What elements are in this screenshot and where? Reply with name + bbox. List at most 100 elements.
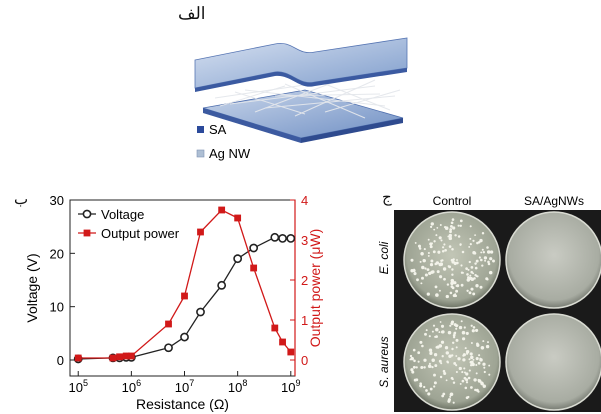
- bacterial-colony: [439, 236, 442, 239]
- bacterial-colony: [420, 282, 422, 284]
- bacterial-colony: [418, 361, 420, 363]
- bacterial-colony: [430, 245, 433, 248]
- bacterial-colony: [472, 363, 475, 366]
- bacterial-colony: [462, 331, 466, 335]
- bacterial-colony: [434, 381, 437, 384]
- bacterial-colony: [434, 364, 437, 367]
- x-tick-label: 105: [68, 378, 87, 395]
- bacterial-colony: [456, 371, 458, 373]
- bacterial-colony: [442, 246, 444, 248]
- bacterial-colony: [455, 285, 457, 287]
- bacterial-colony: [468, 358, 470, 360]
- bacterial-colony: [431, 242, 433, 244]
- bacterial-colony: [445, 226, 449, 230]
- bacterial-colony: [453, 294, 456, 297]
- bacterial-colony: [457, 357, 460, 360]
- bacterial-colony: [430, 260, 433, 263]
- power-point: [128, 353, 135, 360]
- bacterial-colony: [443, 370, 446, 373]
- bacterial-colony: [488, 263, 491, 266]
- bacterial-colony: [431, 359, 434, 362]
- bacterial-colony: [478, 354, 480, 356]
- bacterial-colony: [476, 275, 478, 277]
- bacterial-colony: [449, 396, 451, 398]
- bacterial-colony: [441, 330, 444, 333]
- bacterial-colony: [478, 362, 481, 365]
- bacterial-colony: [428, 255, 430, 257]
- bacterial-colony: [462, 251, 465, 254]
- bacterial-colony: [427, 292, 430, 295]
- bacterial-colony: [488, 365, 490, 367]
- voltage-point: [218, 282, 225, 289]
- bacterial-colony: [470, 356, 473, 359]
- voltage-point: [279, 235, 286, 242]
- bacterial-colony: [423, 259, 426, 262]
- bacterial-colony: [451, 221, 454, 224]
- bacterial-colony: [418, 245, 421, 248]
- bacterial-colony: [416, 278, 419, 281]
- bacterial-colony: [439, 344, 443, 348]
- x-tick-label: 109: [281, 378, 300, 395]
- x-tick-label: 106: [122, 378, 141, 395]
- bacterial-colony: [450, 393, 454, 397]
- bacterial-colony: [461, 320, 463, 322]
- bacterial-colony: [479, 239, 482, 242]
- bacterial-colony: [453, 381, 455, 383]
- bacterial-colony: [480, 259, 483, 262]
- bacterial-colony: [476, 260, 479, 263]
- bacterial-colony: [480, 251, 482, 253]
- bacterial-colony: [473, 359, 475, 361]
- power-point: [287, 349, 294, 356]
- petri-dish-treated: [506, 212, 601, 308]
- bacterial-colony: [440, 239, 442, 241]
- x-tick-label: 108: [228, 378, 247, 395]
- bacterial-colony: [482, 249, 484, 251]
- bacterial-colony: [475, 284, 478, 287]
- power-point: [165, 321, 172, 328]
- bacterial-colony: [411, 369, 413, 371]
- bacterial-colony: [453, 258, 455, 260]
- bacterial-colony: [449, 245, 452, 248]
- bacterial-colony: [459, 243, 461, 245]
- bacterial-colony: [483, 251, 485, 253]
- bacterial-colony: [451, 348, 453, 350]
- bacterial-colony: [472, 272, 474, 274]
- bacterial-colony: [472, 329, 475, 332]
- bacterial-colony: [445, 346, 448, 349]
- bacterial-colony: [427, 268, 430, 271]
- bacterial-colony: [486, 345, 489, 348]
- bacterial-colony: [452, 342, 454, 344]
- y-tick-label-left: 20: [50, 246, 64, 261]
- bacterial-colony: [455, 364, 457, 366]
- bacterial-colony: [474, 234, 476, 236]
- bacterial-colony: [462, 380, 465, 383]
- bacterial-colony: [429, 349, 432, 352]
- bacterial-colony: [410, 355, 412, 357]
- voltage-point: [181, 333, 188, 340]
- bacterial-colony: [465, 347, 467, 349]
- bacterial-colony: [461, 371, 463, 373]
- bacterial-colony: [485, 257, 487, 259]
- bacterial-colony: [438, 331, 440, 333]
- bacterial-colony: [464, 377, 467, 380]
- bacterial-colony: [475, 364, 477, 366]
- bacterial-colony: [434, 353, 437, 356]
- bacterial-colony: [469, 238, 471, 240]
- bacterial-colony: [413, 360, 416, 363]
- agnw-swatch: [197, 150, 204, 157]
- bacterial-colony: [442, 393, 445, 396]
- bacterial-colony: [454, 282, 457, 285]
- sa-swatch: [197, 126, 204, 133]
- voltage-point: [234, 255, 241, 262]
- x-tick-label: 107: [175, 378, 194, 395]
- bacterial-colony: [420, 366, 423, 369]
- bacterial-colony: [447, 361, 449, 363]
- power-point: [181, 293, 188, 300]
- bacterial-colony: [449, 228, 452, 231]
- bacterial-colony: [451, 320, 454, 323]
- bacterial-colony: [486, 246, 489, 249]
- bacterial-colony: [449, 325, 451, 327]
- bacterial-colony: [430, 351, 432, 353]
- bacterial-colony: [429, 363, 431, 365]
- bacterial-colony: [416, 366, 418, 368]
